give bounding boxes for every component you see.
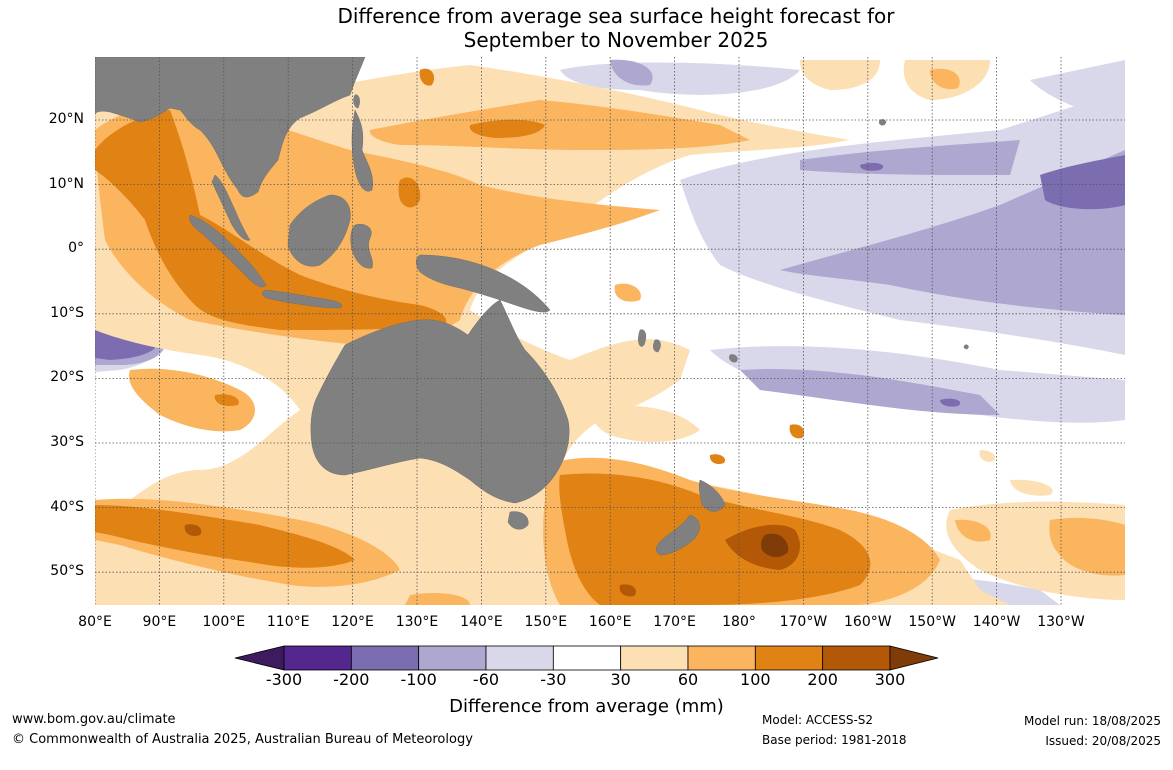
colorbar-tick-label: 30 xyxy=(610,670,631,689)
longitude-label: 130°E xyxy=(395,614,439,630)
tasmania-island xyxy=(507,511,529,530)
model-name: Model: ACCESS-S2 xyxy=(762,713,874,727)
issued-date: Issued: 20/08/2025 xyxy=(1045,734,1161,748)
borneo-island xyxy=(287,194,351,267)
latitude-label: 50°S xyxy=(50,563,84,580)
colorbar-min-arrow xyxy=(234,645,285,671)
colorbar-tick-label: 200 xyxy=(807,670,838,689)
colorbar-swatch xyxy=(283,645,352,671)
longitude-label: 140°W xyxy=(972,614,1021,630)
colorbar-swatch xyxy=(350,645,420,671)
longitude-label: 80°E xyxy=(78,614,112,630)
latitude-label: 10°N xyxy=(48,175,84,192)
model-run-date: Model run: 18/08/2025 xyxy=(1023,714,1161,728)
colorbar-tick-label: 300 xyxy=(874,670,906,689)
colorbar-swatch xyxy=(754,645,824,671)
chart-title: Difference from average sea surface heig… xyxy=(0,4,1173,52)
longitude-label: 170°E xyxy=(653,614,696,630)
colorbar-tick-label: 60 xyxy=(677,670,699,689)
latitude-label: 40°S xyxy=(50,498,84,515)
copyright-text: © Commonwealth of Australia 2025, Austra… xyxy=(12,732,473,747)
longitude-label: 170°W xyxy=(779,614,828,630)
latitude-label: 20°N xyxy=(48,111,84,127)
sumatra-island xyxy=(189,214,267,288)
colorbar-tick-label: 100 xyxy=(740,670,771,689)
latitude-label: 10°S xyxy=(50,304,84,321)
new-guinea-island xyxy=(416,254,551,313)
base-period: Base period: 1981-2018 xyxy=(762,733,907,747)
colorbar-tick-label: -100 xyxy=(400,670,437,689)
colorbar xyxy=(234,645,939,671)
java-island xyxy=(262,289,343,309)
colorbar-tick-label: -200 xyxy=(333,670,370,689)
colorbar-tick-label: -30 xyxy=(540,670,567,689)
asia-landmass xyxy=(95,57,366,198)
longitude-label: 100°E xyxy=(202,614,246,630)
longitude-label: 150°W xyxy=(908,614,956,630)
longitude-label: 130°W xyxy=(1037,614,1085,630)
title-line-1: Difference from average sea surface heig… xyxy=(337,4,895,28)
colorbar-swatch xyxy=(687,645,756,671)
latitude-label: 20°S xyxy=(50,369,84,386)
longitude-label: 160°W xyxy=(844,614,892,630)
colorbar-tick-label: -60 xyxy=(472,670,500,689)
website-link[interactable]: www.bom.gov.au/climate xyxy=(12,712,176,727)
lat-lon-gridlines xyxy=(95,57,1125,605)
colorbar-swatch xyxy=(822,645,891,671)
sulawesi-island xyxy=(350,224,373,269)
longitude-label: 180° xyxy=(722,614,756,630)
colorbar-swatch xyxy=(620,645,689,671)
latitude-label: 0° xyxy=(68,240,84,257)
pacific-islands xyxy=(638,119,969,363)
land-masses xyxy=(95,57,969,556)
map-field xyxy=(95,57,1125,605)
longitude-label: 90°E xyxy=(142,614,177,630)
latitude-label: 30°S xyxy=(50,434,84,450)
longitude-label: 140°E xyxy=(460,614,503,630)
longitude-label: 110°E xyxy=(266,614,310,630)
longitude-label: 150°E xyxy=(524,614,568,630)
colorbar-tick-label: -300 xyxy=(265,670,303,689)
malay-peninsula xyxy=(211,174,251,241)
colorbar-swatch xyxy=(485,645,554,671)
longitude-label: 120°E xyxy=(331,614,374,630)
longitude-label: 160°E xyxy=(588,614,632,630)
australia-landmass xyxy=(310,299,570,504)
colorbar-title: Difference from average (mm) xyxy=(449,696,724,717)
colorbar-swatch xyxy=(552,645,622,671)
new-zealand-north-island xyxy=(698,479,726,512)
anomaly-extreme-orange-region xyxy=(761,533,789,558)
title-line-2: September to November 2025 xyxy=(463,28,769,52)
colorbar-max-arrow xyxy=(889,645,939,671)
colorbar-swatch xyxy=(418,645,487,671)
new-zealand-south-island xyxy=(656,514,700,556)
